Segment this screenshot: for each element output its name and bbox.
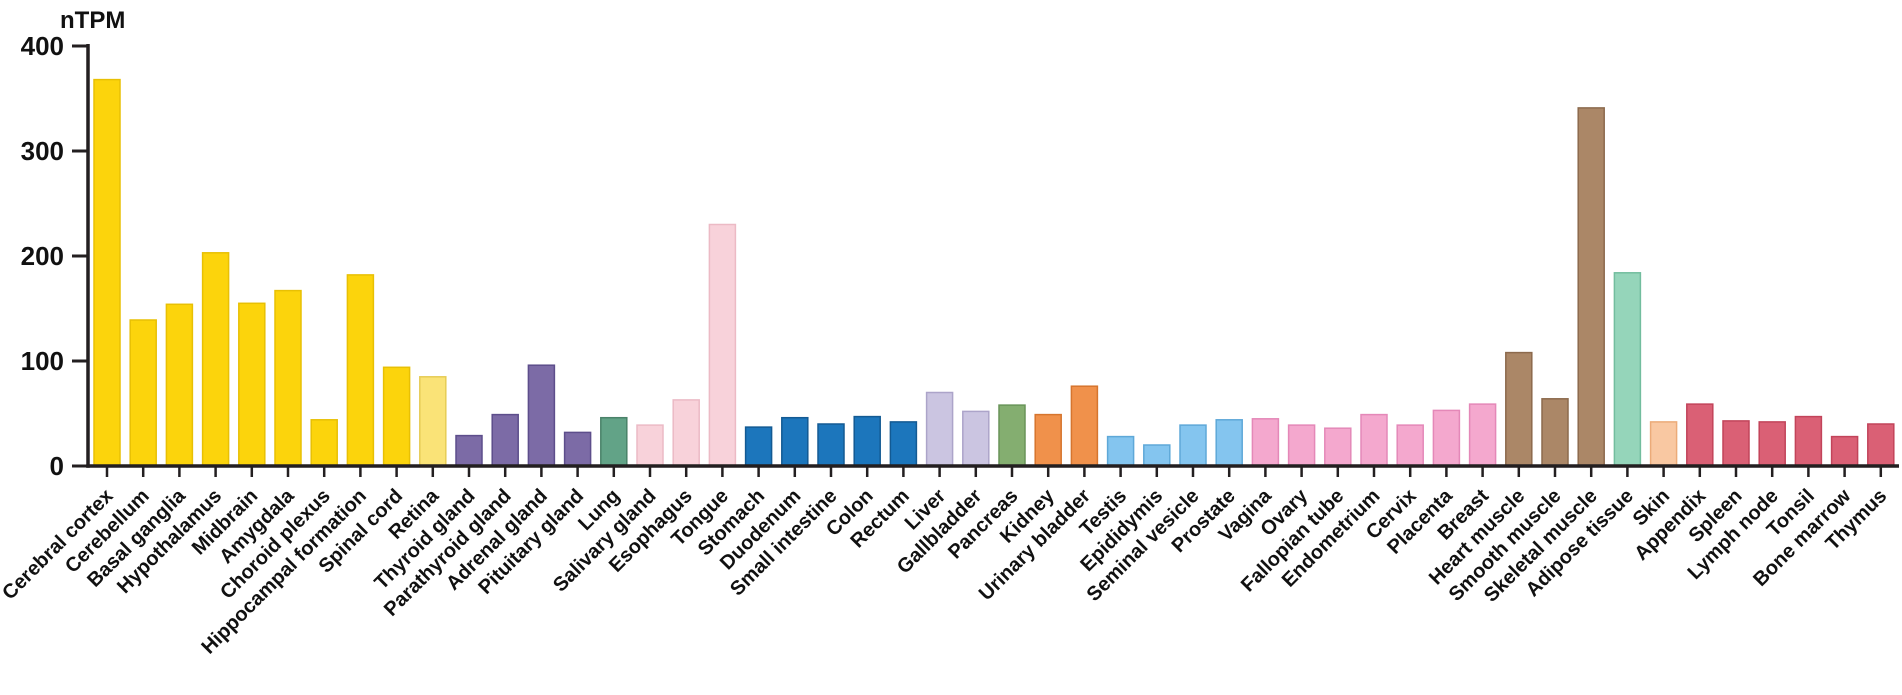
bar-hippocampal-formation xyxy=(346,274,375,467)
bar-thymus xyxy=(1867,423,1895,467)
bar-bone-marrow xyxy=(1830,435,1859,467)
bar-cerebellum xyxy=(129,319,157,467)
bar-duodenum xyxy=(781,416,809,467)
bar-skin xyxy=(1649,421,1678,467)
bar-pituitary-gland xyxy=(563,431,592,467)
bar-adrenal-gland xyxy=(527,364,556,467)
bar-seminal-vesicle xyxy=(1179,424,1207,467)
y-tick-label-400: 400 xyxy=(21,31,64,61)
bar-smooth-muscle xyxy=(1541,398,1569,467)
bar-urinary-bladder xyxy=(1070,385,1099,467)
y-tick-label-100: 100 xyxy=(21,346,64,376)
bar-hypothalamus xyxy=(201,252,230,467)
bar-parathyroid-gland xyxy=(491,413,519,467)
bar-breast xyxy=(1468,403,1497,467)
bar-amygdala xyxy=(274,289,302,467)
bar-adipose-tissue xyxy=(1613,272,1642,467)
bar-cerebral-cortex xyxy=(93,78,121,467)
bar-rectum xyxy=(889,421,918,467)
y-tick-label-0: 0 xyxy=(50,451,64,481)
bar-stomach xyxy=(744,426,773,467)
bar-vagina xyxy=(1251,418,1280,467)
bar-esophagus xyxy=(672,399,700,467)
bar-salivary-gland xyxy=(636,424,664,467)
bar-fallopian-tube xyxy=(1324,427,1352,467)
bar-tongue xyxy=(708,223,737,467)
bar-gallbladder xyxy=(962,410,990,467)
bar-appendix xyxy=(1686,403,1714,467)
bar-lymph-node xyxy=(1758,421,1786,467)
bar-thyroid-gland xyxy=(455,434,483,467)
bar-lung xyxy=(600,416,628,467)
bar-prostate xyxy=(1215,419,1243,467)
bar-small-intestine xyxy=(817,423,845,467)
bar-colon xyxy=(853,415,881,467)
bar-basal-ganglia xyxy=(165,303,194,467)
bar-retina xyxy=(419,376,447,467)
y-tick-label-200: 200 xyxy=(21,241,64,271)
bar-endometrium xyxy=(1360,413,1388,467)
bar-heart-muscle xyxy=(1505,351,1533,467)
bar-testis xyxy=(1106,435,1135,467)
bar-pancreas xyxy=(998,404,1026,467)
y-axis-title: nTPM xyxy=(60,7,125,34)
bar-placenta xyxy=(1432,409,1461,467)
bar-skeletal-muscle xyxy=(1577,107,1605,467)
bar-kidney xyxy=(1034,413,1062,467)
bar-cervix xyxy=(1396,424,1424,467)
bar-liver xyxy=(925,391,954,467)
y-tick-label-300: 300 xyxy=(21,136,64,166)
bar-midbrain xyxy=(238,302,266,467)
bar-ovary xyxy=(1287,424,1316,467)
bar-spinal-cord xyxy=(382,366,411,467)
bar-choroid-plexus xyxy=(310,419,338,467)
bar-tonsil xyxy=(1794,415,1823,467)
bar-spleen xyxy=(1722,420,1750,467)
bar-epididymis xyxy=(1143,444,1171,467)
